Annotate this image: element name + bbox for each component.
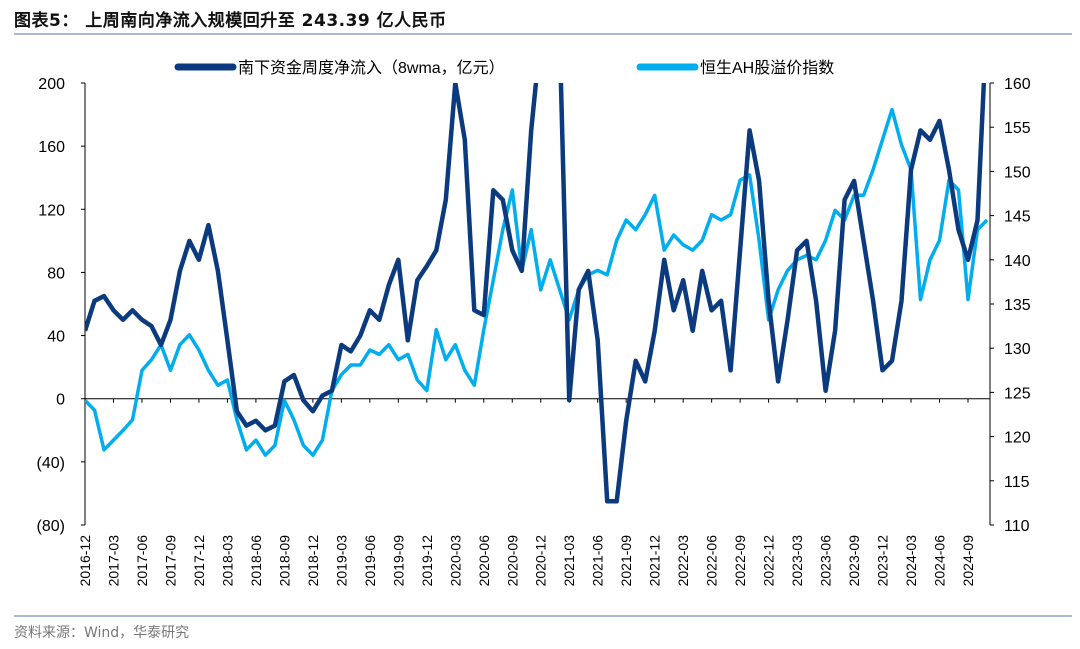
x-tick-label: 2019-06 [362,535,378,587]
x-tick-label: 2020-12 [533,535,549,587]
legend: 南下资金周度净流入（8wma，亿元） 恒生AH股溢价指数 [174,59,834,77]
left-tick-label: (40) [37,455,65,472]
right-tick-label: 120 [1004,430,1031,447]
x-tick-label: 2019-03 [333,535,349,587]
right-tick-label: 130 [1004,341,1031,358]
x-tick-label: 2022-09 [732,535,748,587]
x-tick-label: 2024-03 [903,535,919,587]
x-tick-label: 2023-12 [875,535,891,587]
left-tick-label: 200 [38,76,65,93]
x-tick-label: 2021-03 [561,535,577,587]
legend-label: 恒生AH股溢价指数 [700,59,834,77]
right-tick-label: 135 [1004,297,1031,314]
x-tick-label: 2023-09 [846,535,862,587]
x-tick-label: 2022-03 [675,535,691,587]
left-tick-label: 80 [47,265,65,282]
chart-title: 图表5： 上周南向净流入规模回升至 243.39 亿人民币 [14,11,447,31]
x-tick-label: 2022-06 [704,535,720,587]
right-tick-label: 155 [1004,120,1031,137]
x-tick-label: 2018-12 [305,535,321,587]
x-tick-label: 2023-06 [818,535,834,587]
x-tick-label: 2018-03 [219,535,235,587]
x-tick-label: 2023-03 [789,535,805,587]
x-tick-label: 2021-12 [647,535,663,587]
x-tick-label: 2019-12 [419,535,435,587]
x-tick-label: 2020-09 [504,535,520,587]
source-note: 资料来源：Wind，华泰研究 [14,625,190,641]
x-tick-label: 2017-03 [105,535,121,587]
x-tick-label: 2016-12 [77,535,93,587]
x-tick-label: 2018-06 [248,535,264,587]
x-tick-label: 2020-06 [476,535,492,587]
x-tick-label: 2021-06 [590,535,606,587]
x-tick-label: 2019-09 [390,535,406,587]
x-tick-label: 2022-12 [761,535,777,587]
x-tick-label: 2024-06 [932,535,948,587]
x-tick-label: 2017-12 [191,535,207,587]
axes: 200 160 120 80 40 0 (40) (80) 160 155 150 145 140 135… [37,76,1031,586]
left-tick-label: 40 [47,329,65,346]
right-tick-label: 145 [1004,209,1031,226]
x-tick-label: 2017-09 [162,535,178,587]
footer-divider [14,615,1072,617]
series-line-ah-premium [85,107,989,457]
x-tick-label: 2024-09 [960,535,976,587]
right-tick-label: 115 [1004,474,1030,491]
x-tick-label: 2021-09 [618,535,634,587]
right-tick-label: 160 [1004,76,1031,93]
title-divider [14,33,1072,35]
left-tick-label: (80) [37,518,65,535]
right-tick-label: 110 [1004,518,1030,535]
x-tick-label: 2017-06 [134,535,150,587]
left-tick-label: 0 [56,392,65,409]
right-tick-label: 125 [1004,385,1031,402]
right-tick-label: 150 [1004,164,1031,181]
left-tick-label: 120 [38,202,65,219]
left-tick-label: 160 [38,139,65,156]
right-tick-label: 140 [1004,253,1031,270]
plot-lines [85,83,989,504]
x-tick-label: 2018-09 [276,535,292,587]
x-tick-label: 2020-03 [447,535,463,587]
legend-label: 南下资金周度净流入（8wma，亿元） [238,59,505,77]
series-line-southbound [85,83,987,504]
